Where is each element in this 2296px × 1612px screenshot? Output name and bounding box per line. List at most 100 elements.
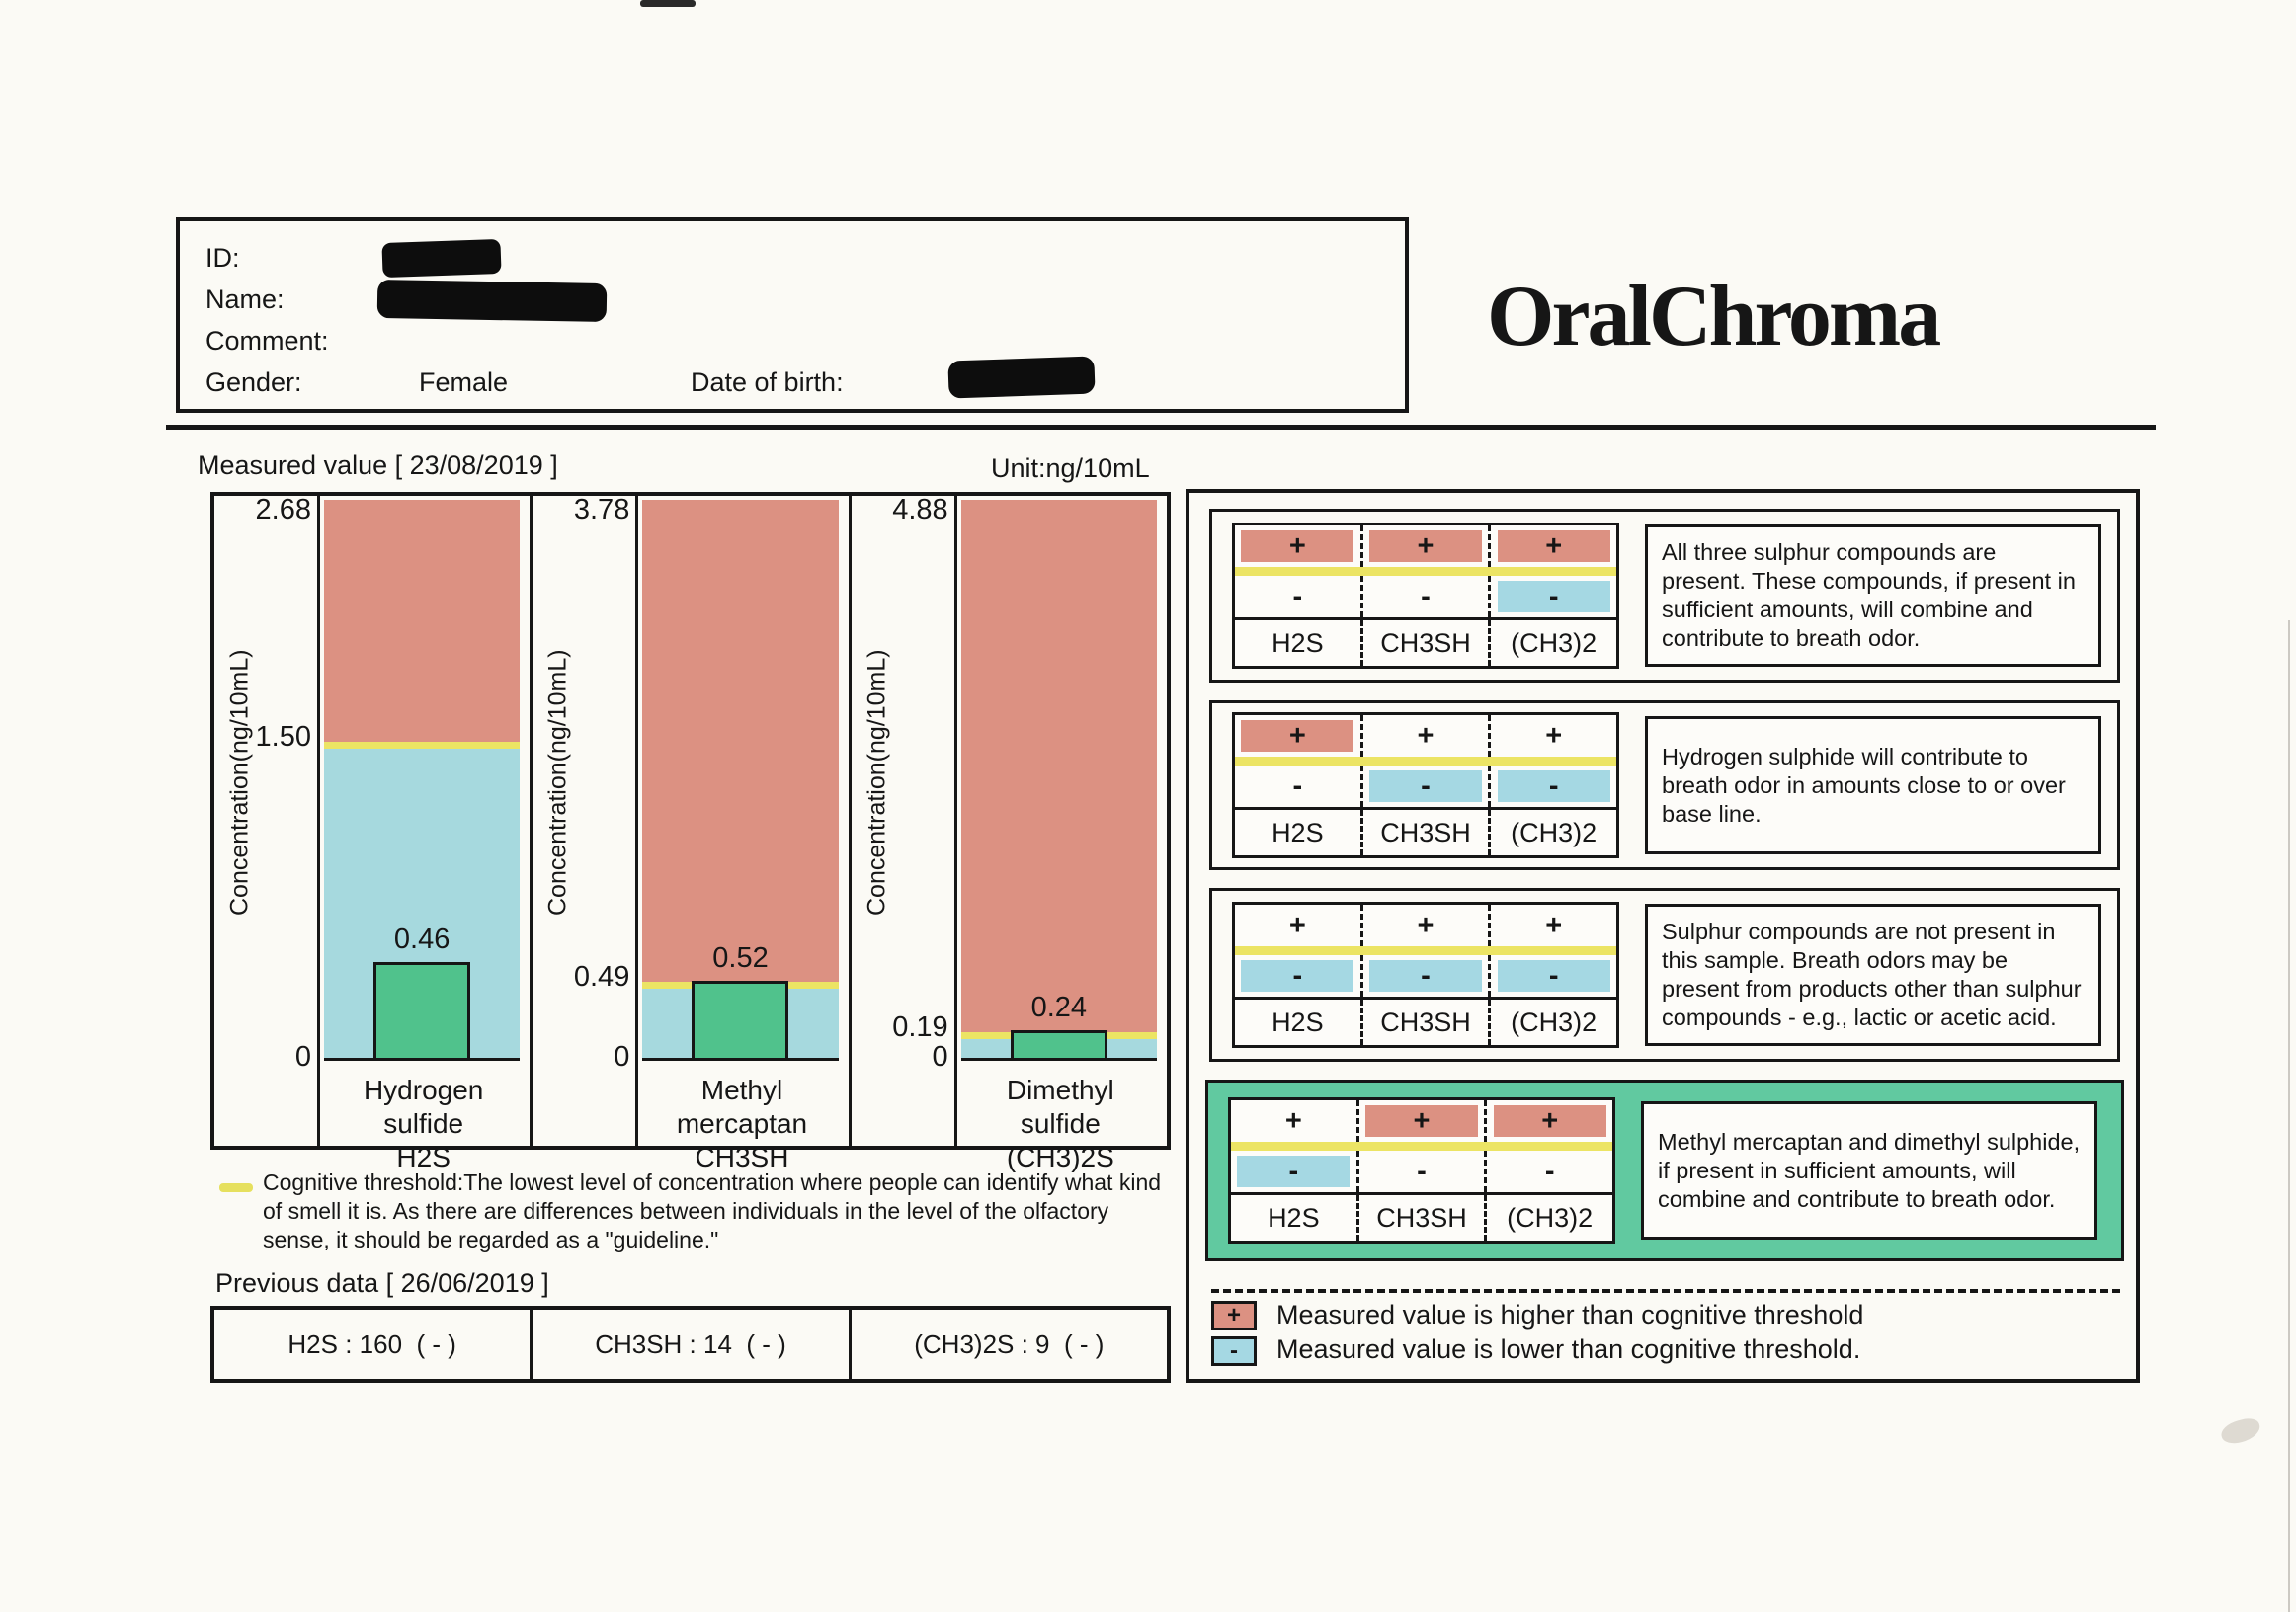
previous-ch32s: (CH3)2S : 9 ( - ) xyxy=(848,1310,1167,1379)
minus-cell-ch3sh: - xyxy=(1369,770,1482,802)
column-h2s: H2S xyxy=(1271,627,1324,658)
cognitive-threshold-line xyxy=(324,742,521,749)
threshold-band xyxy=(1235,757,1616,766)
compound-name: Hydrogen sulfide H2S xyxy=(363,1075,484,1172)
column-ch32: (CH3)2 xyxy=(1484,1195,1612,1241)
plus-cell-ch32: + xyxy=(1545,909,1563,941)
legend-higher-text: Measured value is higher than cognitive … xyxy=(1276,1300,1864,1330)
interpretation-text: Hydrogen sulphide will contribute to bre… xyxy=(1645,716,2101,854)
minus-cell-ch3sh: - xyxy=(1421,580,1431,612)
previous-data-title: Previous data [ 26/06/2019 ] xyxy=(215,1268,549,1298)
measured-value-title: Measured value [ 23/08/2019 ] xyxy=(198,450,558,480)
legend-separator xyxy=(1211,1289,2120,1293)
minus-cell-ch32: - xyxy=(1544,1155,1555,1187)
tick-zero: 0 xyxy=(614,1041,630,1073)
threshold-band xyxy=(1235,946,1616,955)
column-h2s: H2S xyxy=(1271,1007,1324,1037)
column-ch3sh: CH3SH xyxy=(1359,810,1489,855)
interpretation-box-ch3sh-ch32s-highlighted: + + + - - - H2S CH3SH (CH3)2 Methyl merc… xyxy=(1205,1080,2124,1261)
y-axis-line xyxy=(317,496,320,1146)
threshold-legend-swatch xyxy=(219,1183,253,1192)
minus-cell-h2s: - xyxy=(1237,1156,1351,1187)
plus-cell-ch3sh: + xyxy=(1365,1105,1478,1137)
legend-lower-text: Measured value is lower than cognitive t… xyxy=(1276,1334,1861,1364)
plus-cell-h2s: + xyxy=(1241,720,1354,752)
column-h2s: H2S xyxy=(1271,817,1324,847)
pattern-table: + + + - - - H2S CH3SH (CH3)2 xyxy=(1232,902,1619,1048)
interpretation-text: Methyl mercaptan and dimethyl sulphide, … xyxy=(1641,1101,2097,1240)
unit-label: Unit:ng/10mL xyxy=(991,453,1150,483)
tick-max: 3.78 xyxy=(573,494,630,525)
minus-cell-h2s: - xyxy=(1241,960,1354,992)
minus-cell-ch3sh: - xyxy=(1369,960,1482,992)
plus-cell-h2s: + xyxy=(1284,1104,1302,1137)
tick-threshold: 0.49 xyxy=(573,961,630,993)
oralchroma-logo: OralChroma xyxy=(1487,269,1941,364)
header-divider xyxy=(166,425,2156,430)
measured-value-label: 0.46 xyxy=(393,924,451,955)
redacted-id-value xyxy=(381,238,502,279)
name-label: Name: xyxy=(205,284,285,314)
pattern-table: + + + - - - H2S CH3SH (CH3)2 xyxy=(1232,712,1619,858)
minus-cell-h2s: - xyxy=(1292,580,1303,612)
tick-max: 4.88 xyxy=(892,494,948,525)
minus-cell-ch3sh: - xyxy=(1417,1155,1427,1187)
column-ch3sh: CH3SH xyxy=(1359,620,1489,666)
legend-lower-chip: - xyxy=(1211,1336,1257,1366)
scan-artifact-mark xyxy=(640,0,696,7)
plot-area: 0.24 xyxy=(960,500,1157,1061)
measured-value-label: 0.24 xyxy=(1030,992,1088,1023)
column-ch32: (CH3)2 xyxy=(1488,810,1616,855)
tick-threshold: 1.50 xyxy=(255,721,311,753)
measured-charts-box: Concentration(ng/10mL) 2.68 1.50 0 0.46 … xyxy=(210,492,1171,1172)
plus-cell-ch32: + xyxy=(1497,530,1610,562)
redacted-dob-value xyxy=(947,356,1096,399)
pattern-table: + + + - - - H2S CH3SH (CH3)2 xyxy=(1228,1097,1615,1244)
previous-h2s: H2S : 160 ( - ) xyxy=(287,1329,456,1359)
previous-data-box: H2S : 160 ( - ) CH3SH : 14 ( - ) (CH3)2S… xyxy=(210,1306,1171,1383)
measured-bar xyxy=(1010,1030,1107,1058)
y-axis-ticks: 2.68 1.50 0 xyxy=(214,494,317,1073)
threshold-band xyxy=(1235,567,1616,576)
patient-info-box: ID: Name: Comment: Gender: Female Date o… xyxy=(176,217,1409,413)
interpretation-box-all-present: + + + - - - H2S CH3SH (CH3)2 All three s… xyxy=(1209,509,2120,683)
dob-label: Date of birth: xyxy=(691,367,844,397)
scan-smudge xyxy=(2218,1415,2263,1447)
plus-cell-ch32: + xyxy=(1545,719,1563,752)
interpretation-text: Sulphur compounds are not present in thi… xyxy=(1645,904,2101,1046)
measured-value-label: 0.52 xyxy=(712,942,769,974)
cognitive-threshold-note: Cognitive threshold:The lowest level of … xyxy=(263,1169,1162,1252)
compound-name: Dimethyl sulfide (CH3)2S xyxy=(1006,1075,1114,1172)
plot-area: 0.46 xyxy=(324,500,521,1061)
measured-bar xyxy=(692,981,789,1058)
plus-cell-ch32: + xyxy=(1493,1105,1606,1137)
column-ch32: (CH3)2 xyxy=(1488,620,1616,666)
y-axis-ticks: 4.88 0.19 0 xyxy=(852,494,954,1073)
plus-cell-h2s: + xyxy=(1241,530,1354,562)
plus-cell-ch3sh: + xyxy=(1369,530,1482,562)
redacted-name-value xyxy=(376,279,608,323)
interpretation-box-none-present: + + + - - - H2S CH3SH (CH3)2 Sulphur com… xyxy=(1209,888,2120,1062)
chart-dimethyl-sulfide: Concentration(ng/10mL) 4.88 0.19 0 0.24 … xyxy=(848,494,1167,1172)
minus-cell-h2s: - xyxy=(1292,769,1303,802)
plus-cell-ch3sh: + xyxy=(1417,909,1435,941)
pattern-table: + + + - - - H2S CH3SH (CH3)2 xyxy=(1232,523,1619,669)
scan-page-edge xyxy=(2288,620,2290,1612)
column-ch3sh: CH3SH xyxy=(1355,1195,1485,1241)
plot-area: 0.52 xyxy=(642,500,839,1061)
column-h2s: H2S xyxy=(1268,1202,1320,1233)
legend-higher-chip: + xyxy=(1211,1301,1257,1330)
tick-threshold: 0.19 xyxy=(892,1011,948,1043)
compound-name: Methyl mercaptan CH3SH xyxy=(676,1075,808,1172)
minus-cell-ch32: - xyxy=(1497,770,1610,802)
chart-methyl-mercaptan: Concentration(ng/10mL) 3.78 0.49 0 0.52 … xyxy=(530,494,848,1172)
y-axis-line xyxy=(635,496,639,1146)
tick-max: 2.68 xyxy=(255,494,311,525)
interpretation-panel: + + + - - - H2S CH3SH (CH3)2 All three s… xyxy=(1186,489,2140,1383)
id-label: ID: xyxy=(205,243,240,273)
minus-cell-ch32: - xyxy=(1497,581,1610,612)
previous-ch3sh: CH3SH : 14 ( - ) xyxy=(530,1310,848,1379)
tick-zero: 0 xyxy=(294,1041,311,1073)
plus-cell-h2s: + xyxy=(1288,909,1306,941)
